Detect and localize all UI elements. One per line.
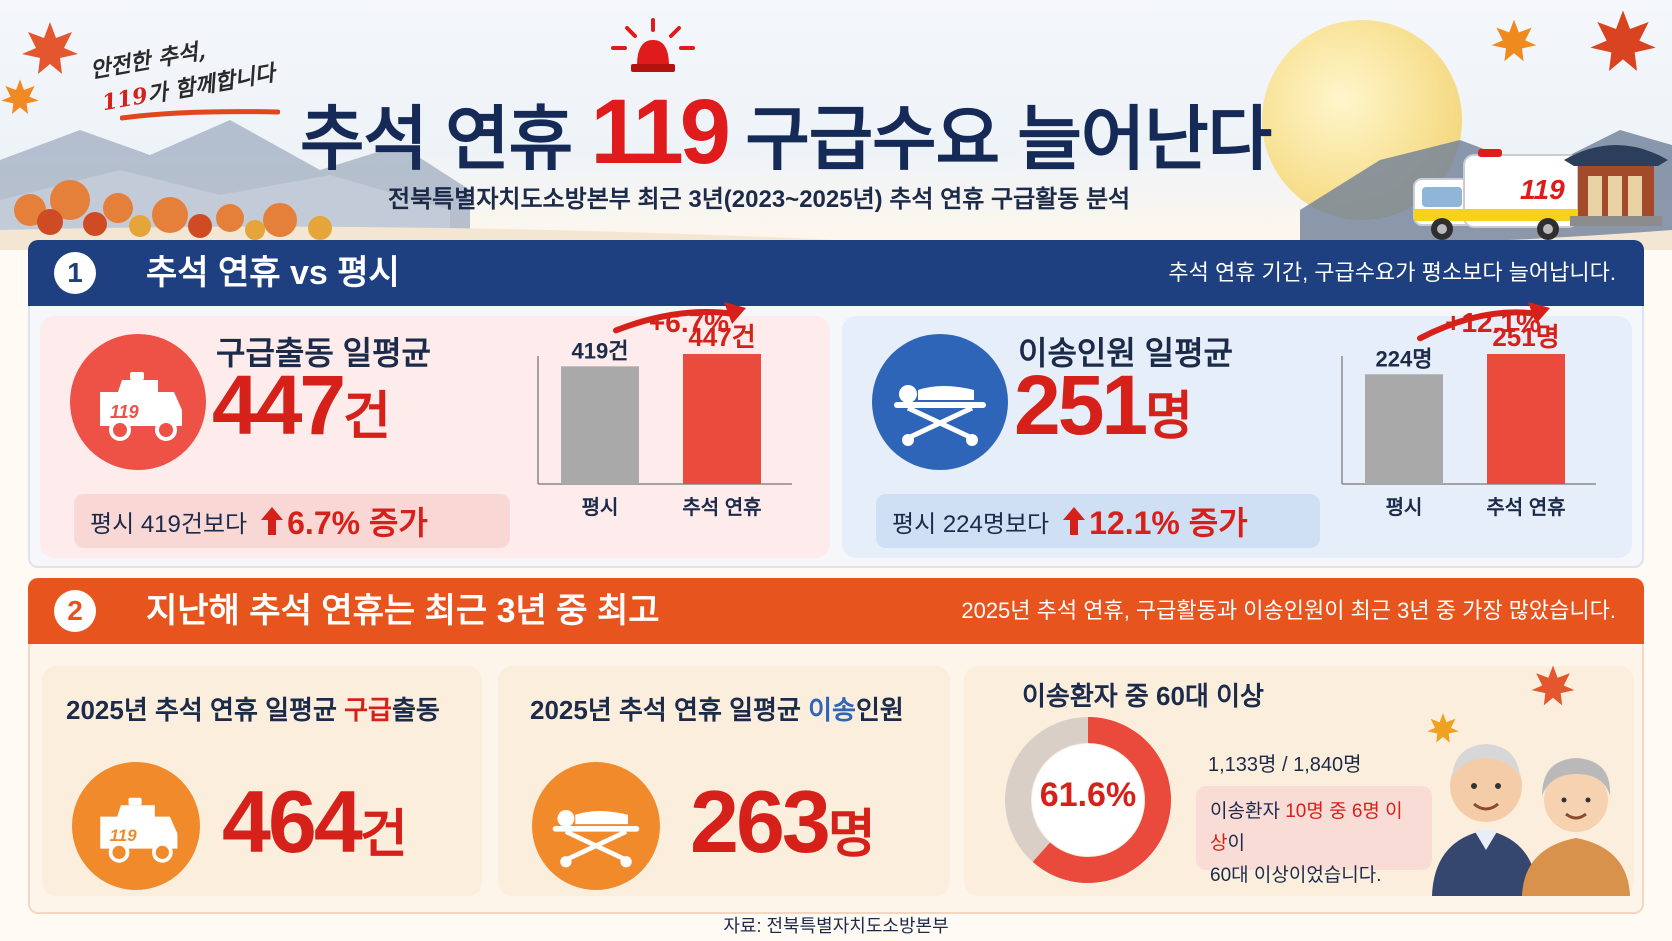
recent-transport-title-end: 인원	[855, 695, 904, 725]
transport-chart-value-label-1: 251명	[1492, 322, 1559, 352]
elderly-note-line-2: 60대 이상이었습니다.	[1210, 865, 1382, 886]
title-part-2: 구급수요 늘어난다	[726, 100, 1272, 178]
dispatch-compare-text: 평시 419건보다	[90, 510, 248, 538]
elderly-percent-label: 61.6%	[1039, 776, 1137, 814]
source-note: 자료: 전북특별자치도소방본부	[723, 916, 949, 936]
maple-leaf-icon	[1531, 665, 1575, 706]
dispatch-chart-trend-arrow-head	[724, 302, 746, 324]
siren-icon	[611, 18, 695, 72]
maple-leaf-icon	[22, 22, 78, 74]
maple-leaf-icon	[1427, 713, 1459, 743]
recent-dispatch-number: 464	[222, 772, 363, 871]
ambulance-119-text: 119	[1520, 174, 1565, 205]
transport-chart-category-label-0: 평시	[1386, 496, 1423, 519]
donut-center	[1032, 744, 1144, 856]
section-2-note: 2025년 추석 연휴, 구급활동과 이송인원이 최근 3년 중 가장 많았습니…	[961, 598, 1616, 623]
donut-share-60-plus	[1032, 717, 1171, 883]
stretcher-icon	[894, 385, 986, 446]
ambulance-circle-icon: 119	[70, 334, 206, 470]
recent-dispatch-title-text: 2025년 추석 연휴 일평균	[66, 695, 345, 725]
dispatch-chart-value-label-0: 419건	[572, 338, 629, 363]
page-title: 추석 연휴 119 구급수요 늘어난다	[300, 82, 1380, 182]
recent-transport-unit: 명	[827, 806, 876, 864]
ambulance-icon: 119	[100, 372, 182, 441]
maple-leaf-icon	[1590, 10, 1656, 72]
transport-compare-pill: 평시 224명보다 12.1% 증가	[876, 494, 1320, 548]
transport-chart-value-label-0: 224명	[1376, 346, 1433, 371]
maple-leaf-icon	[1491, 19, 1537, 62]
ambulance-illustration: 119	[1413, 149, 1579, 240]
maple-leaf-icon	[1, 79, 39, 114]
dispatch-chart-change-label: +6.7%	[649, 307, 729, 338]
elderly-note-end: 이	[1227, 833, 1245, 854]
brush-underline	[120, 109, 280, 121]
ambulance-orange-circle-icon: 119	[72, 762, 200, 890]
transport-chart-bar-0	[1365, 374, 1443, 484]
transport-chart-trend-arrow-head	[1528, 302, 1550, 324]
title-part-1: 추석 연휴	[300, 100, 591, 178]
transport-chart-category-label-1: 추석 연휴	[1486, 496, 1565, 519]
transport-value-number: 251	[1014, 358, 1148, 452]
elderly-donut-chart	[1005, 717, 1171, 883]
dispatch-chart-category-label-0: 평시	[582, 496, 619, 519]
dispatch-chart-bar-0	[561, 366, 639, 484]
section-2-number: 2	[54, 590, 96, 632]
recent-dispatch-value: 464건	[222, 774, 408, 883]
page-subtitle: 전북특별자치도소방본부 최근 3년(2023~2025년) 추석 연휴 구급활동…	[388, 186, 1131, 213]
stretcher-icon	[552, 810, 640, 868]
elderly-ratio: 1,133명 / 1,840명	[1208, 754, 1362, 776]
transport-value-unit: 명	[1145, 388, 1193, 446]
stretcher-circle-icon	[872, 334, 1008, 470]
recent-transport-number: 263	[690, 772, 831, 871]
ambulance-icon-119: 119	[110, 402, 139, 422]
elderly-note-text: 이송환자	[1210, 801, 1286, 822]
transport-chart-bar-1	[1487, 354, 1565, 484]
dispatch-compare-pct: 6.7% 증가	[287, 505, 428, 541]
recent-dispatch-title: 2025년 추석 연휴 일평균 구급출동	[66, 690, 440, 727]
section-1-number: 1	[54, 252, 96, 294]
recent-dispatch-title-highlight: 구급	[344, 695, 392, 725]
up-arrow-icon	[261, 507, 284, 535]
section-1-title: 추석 연휴 vs 평시	[146, 254, 400, 292]
recent-transport-title-highlight: 이송	[808, 695, 856, 725]
dispatch-chart-trend-arrow	[613, 309, 737, 334]
section-1-header: 1 추석 연휴 vs 평시 추석 연휴 기간, 구급수요가 평소보다 늘어납니다…	[28, 240, 1644, 306]
transport-compare-text: 평시 224명보다	[892, 510, 1050, 538]
dispatch-value: 447건	[212, 360, 391, 462]
dispatch-value-unit: 건	[343, 388, 391, 446]
section-2-header: 2 지난해 추석 연휴는 최근 3년 중 최고 2025년 추석 연휴, 구급활…	[28, 578, 1644, 644]
ambulance-icon: 119	[100, 797, 178, 863]
title-number-119: 119	[590, 81, 731, 183]
dispatch-compare-pill: 평시 419건보다 6.7% 증가	[74, 494, 510, 548]
recent-dispatch-title-end: 출동	[391, 695, 440, 725]
dispatch-chart-bar-1	[683, 354, 761, 484]
dispatch-label: 구급출동 일평균	[216, 335, 431, 371]
transport-label: 이송인원 일평균	[1018, 335, 1233, 371]
stretcher-orange-circle-icon	[532, 762, 660, 890]
recent-dispatch-unit: 건	[359, 806, 408, 864]
transport-compare-pct: 12.1% 증가	[1089, 505, 1248, 541]
elderly-couple-illustration	[1432, 744, 1630, 896]
transport-value: 251명	[1014, 360, 1193, 462]
temple-illustration	[1564, 145, 1668, 226]
dispatch-value-number: 447	[212, 358, 346, 452]
up-arrow-icon	[1063, 507, 1086, 535]
dispatch-chart-category-label-1: 추석 연휴	[682, 496, 761, 519]
transport-chart-trend-arrow	[1417, 309, 1541, 342]
elderly-note: 이송환자 10명 중 6명 이상이 60대 이상이었습니다.	[1196, 786, 1432, 886]
section-2-title: 지난해 추석 연휴는 최근 3년 중 최고	[146, 592, 660, 630]
ambulance-icon-119: 119	[110, 826, 138, 845]
section-1-note: 추석 연휴 기간, 구급수요가 평소보다 늘어납니다.	[1168, 260, 1616, 285]
elderly-title: 이송환자 중 60대 이상	[1022, 681, 1264, 711]
recent-transport-title: 2025년 추석 연휴 일평균 이송인원	[530, 690, 904, 727]
dispatch-chart-value-label-1: 447건	[688, 322, 755, 352]
transport-chart-change-label: +12.1%	[1445, 307, 1541, 338]
recent-transport-value: 263명	[690, 774, 876, 883]
recent-transport-title-text: 2025년 추석 연휴 일평균	[530, 695, 809, 725]
elderly-note-highlight: 10명 중 6명 이상	[1210, 801, 1403, 854]
